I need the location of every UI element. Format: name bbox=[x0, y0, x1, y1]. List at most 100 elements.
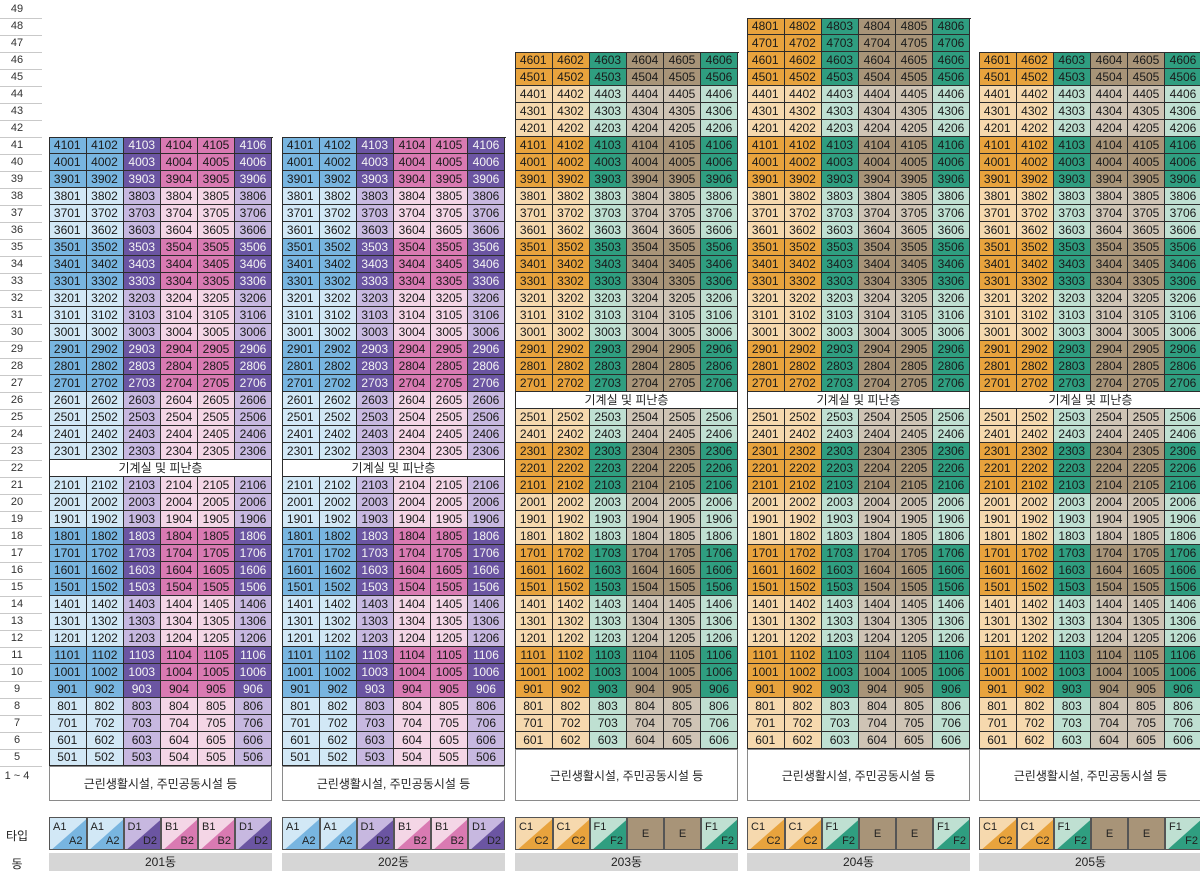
unit-cell: 1405 bbox=[431, 596, 468, 613]
unit-cell: 1702 bbox=[784, 545, 822, 562]
unit-cell: 3705 bbox=[664, 205, 701, 222]
unit-cell: 4006 bbox=[933, 154, 970, 171]
unit-cell: 1606 bbox=[933, 562, 970, 579]
unit-cell: 3903 bbox=[1053, 171, 1091, 188]
unit-cell: 3906 bbox=[1165, 171, 1200, 188]
unit-cell: 2804 bbox=[1091, 358, 1128, 375]
type-code-lower: A2 bbox=[69, 835, 83, 847]
unit-cell: 3103 bbox=[589, 307, 627, 324]
floor-label: 34 bbox=[10, 258, 24, 270]
unit-cell: 605 bbox=[896, 732, 933, 749]
unit-cell: 1403 bbox=[589, 596, 627, 613]
unit-cell: 1306 bbox=[933, 613, 970, 630]
type-code-lower: F2 bbox=[1074, 835, 1087, 847]
unit-cell: 1206 bbox=[1165, 630, 1200, 647]
unit-cell: 803 bbox=[821, 698, 859, 715]
unit-cell: 3506 bbox=[1165, 239, 1200, 256]
unit-cell: 4106 bbox=[701, 137, 738, 154]
unit-cell: 4202 bbox=[552, 120, 590, 137]
unit-cell: 1905 bbox=[431, 511, 468, 528]
unit-cell: 2902 bbox=[1016, 341, 1054, 358]
unit-cell: 804 bbox=[859, 698, 896, 715]
unit-cell: 1906 bbox=[1165, 511, 1200, 528]
type-box: A1 A2 bbox=[86, 817, 124, 850]
floor-divider bbox=[0, 749, 42, 750]
unit-cell: 4701 bbox=[747, 35, 785, 52]
unit-cell: 2006 bbox=[235, 494, 272, 511]
unit-cell: 4606 bbox=[1165, 52, 1200, 69]
type-code-lower: C2 bbox=[1035, 835, 1050, 847]
unit-cell: 2001 bbox=[747, 494, 785, 511]
unit-cell: 3104 bbox=[859, 307, 896, 324]
unit-cell: 4402 bbox=[784, 86, 822, 103]
unit-cell: 4403 bbox=[589, 86, 627, 103]
unit-cell: 2506 bbox=[235, 409, 272, 426]
unit-cell: 603 bbox=[1053, 732, 1091, 749]
floor-label: 10 bbox=[10, 666, 24, 678]
unit-cell: 4304 bbox=[859, 103, 896, 120]
unit-cell: 2505 bbox=[431, 409, 468, 426]
unit-cell: 2601 bbox=[49, 392, 87, 409]
unit-cell: 3003 bbox=[356, 324, 394, 341]
unit-cell: 2401 bbox=[747, 426, 785, 443]
unit-cell: 4004 bbox=[1091, 154, 1128, 171]
unit-cell: 4706 bbox=[933, 35, 970, 52]
floor-label: 38 bbox=[10, 190, 24, 202]
unit-cell: 2004 bbox=[859, 494, 896, 511]
unit-cell: 4105 bbox=[664, 137, 701, 154]
unit-cell: 606 bbox=[468, 732, 505, 749]
unit-cell: 2702 bbox=[784, 375, 822, 392]
unit-cell: 1305 bbox=[431, 613, 468, 630]
unit-cell: 2405 bbox=[664, 426, 701, 443]
type-code-upper: F1 bbox=[705, 821, 718, 833]
unit-cell: 3904 bbox=[859, 171, 896, 188]
unit-cell: 4501 bbox=[747, 69, 785, 86]
unit-cell: 3903 bbox=[821, 171, 859, 188]
unit-cell: 3806 bbox=[468, 188, 505, 205]
unit-cell: 3805 bbox=[198, 188, 235, 205]
unit-cell: 1301 bbox=[49, 613, 87, 630]
unit-cell: 2803 bbox=[821, 358, 859, 375]
unit-cell: 1506 bbox=[933, 579, 970, 596]
unit-cell: 1004 bbox=[1091, 664, 1128, 681]
unit-cell: 3303 bbox=[1053, 273, 1091, 290]
unit-cell: 3205 bbox=[198, 290, 235, 307]
unit-cell: 3004 bbox=[161, 324, 198, 341]
unit-cell: 801 bbox=[282, 698, 320, 715]
unit-cell: 905 bbox=[664, 681, 701, 698]
unit-cell: 4006 bbox=[1165, 154, 1200, 171]
unit-cell: 3901 bbox=[49, 171, 87, 188]
floor-divider bbox=[0, 307, 42, 308]
unit-cell: 3203 bbox=[589, 290, 627, 307]
unit-cell: 4303 bbox=[589, 103, 627, 120]
unit-cell: 3203 bbox=[821, 290, 859, 307]
unit-cell: 904 bbox=[161, 681, 198, 698]
type-code-upper: A1 bbox=[53, 821, 67, 833]
unit-cell: 2504 bbox=[394, 409, 431, 426]
unit-cell: 3106 bbox=[701, 307, 738, 324]
unit-cell: 1801 bbox=[979, 528, 1017, 545]
unit-cell: 1402 bbox=[1016, 596, 1054, 613]
unit-cell: 3106 bbox=[933, 307, 970, 324]
unit-cell: 604 bbox=[627, 732, 664, 749]
unit-cell: 2303 bbox=[356, 443, 394, 460]
unit-cell: 3206 bbox=[933, 290, 970, 307]
unit-cell: 2903 bbox=[589, 341, 627, 358]
unit-cell: 3102 bbox=[1016, 307, 1054, 324]
unit-cell: 1804 bbox=[394, 528, 431, 545]
unit-cell: 3705 bbox=[431, 205, 468, 222]
unit-cell: 4205 bbox=[896, 120, 933, 137]
unit-cell: 2606 bbox=[235, 392, 272, 409]
unit-cell: 902 bbox=[86, 681, 124, 698]
unit-cell: 3003 bbox=[123, 324, 161, 341]
unit-cell: 4103 bbox=[356, 137, 394, 154]
unit-cell: 1602 bbox=[552, 562, 590, 579]
unit-cell: 1306 bbox=[1165, 613, 1200, 630]
type-code: E bbox=[641, 828, 650, 840]
unit-cell: 3405 bbox=[1128, 256, 1165, 273]
unit-cell: 4302 bbox=[552, 103, 590, 120]
unit-cell: 1502 bbox=[552, 579, 590, 596]
unit-cell: 902 bbox=[319, 681, 357, 698]
unit-cell: 1005 bbox=[1128, 664, 1165, 681]
unit-cell: 1906 bbox=[468, 511, 505, 528]
